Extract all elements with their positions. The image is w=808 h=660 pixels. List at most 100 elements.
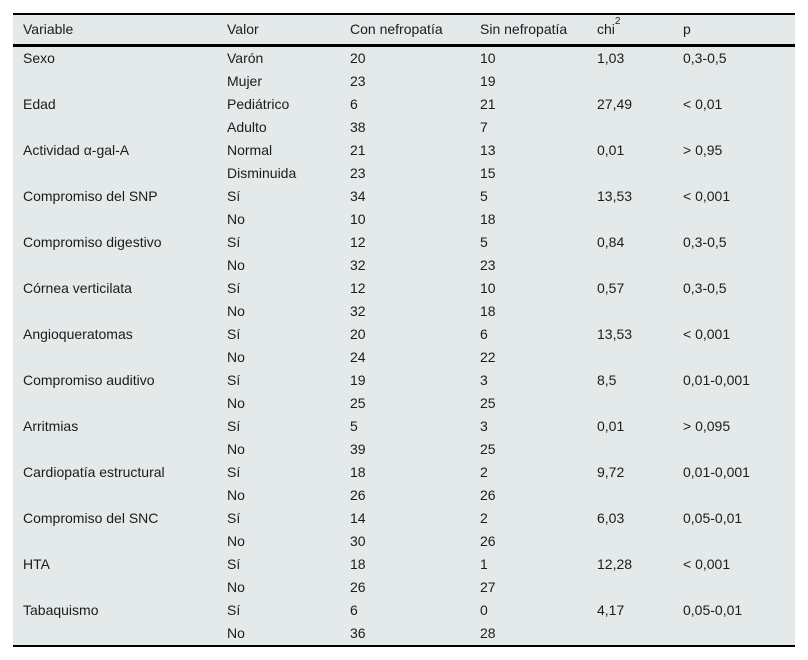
cell-chi-squared <box>597 70 683 93</box>
cell-p-value: 0,05-0,01 <box>683 602 743 618</box>
cell-p-value: > 0,095 <box>683 418 731 434</box>
cell-sin-nefropatia: 7 <box>480 119 488 135</box>
cell-p-value <box>683 254 795 277</box>
cell-con-nefropatia: 14 <box>350 510 366 526</box>
col-header-con-nefropatia: Con nefropatía <box>350 14 480 47</box>
cell-con-nefropatia: 26 <box>350 579 366 595</box>
cell-chi-squared: 12,28 <box>597 556 633 572</box>
cell-con-nefropatia: 10 <box>350 211 366 227</box>
table-row: No 32 23 <box>13 254 795 277</box>
cell-p-value <box>683 70 795 93</box>
cell-con-nefropatia: 25 <box>350 395 366 411</box>
cell-variable: Compromiso del SNC <box>23 510 159 526</box>
cell-variable: Cardiopatía estructural <box>23 464 165 480</box>
cell-variable: Angioqueratomas <box>23 326 133 342</box>
cell-con-nefropatia: 34 <box>350 188 366 204</box>
table-row: No 26 27 <box>13 576 795 599</box>
cell-valor: No <box>227 625 245 641</box>
table-row: Córnea verticilata Sí 12 10 0,57 0,3-0,5 <box>13 277 795 300</box>
cell-variable: Compromiso del SNP <box>23 188 158 204</box>
table-row: Mujer 23 19 <box>13 70 795 93</box>
table-row: No 36 28 <box>13 622 795 646</box>
cell-p-value: 0,3-0,5 <box>683 234 727 250</box>
cell-sin-nefropatia: 2 <box>480 464 488 480</box>
cell-variable <box>13 484 227 507</box>
cell-con-nefropatia: 24 <box>350 349 366 365</box>
cell-sin-nefropatia: 5 <box>480 234 488 250</box>
statistics-table-container: Variable Valor Con nefropatía Sin nefrop… <box>13 13 795 647</box>
cell-variable <box>13 438 227 461</box>
table-row: Tabaquismo Sí 6 0 4,17 0,05-0,01 <box>13 599 795 622</box>
cell-chi-squared: 6,03 <box>597 510 625 526</box>
cell-variable <box>13 576 227 599</box>
cell-variable <box>13 254 227 277</box>
chi-label: chi <box>597 21 615 37</box>
table-row: Compromiso auditivo Sí 19 3 8,5 0,01-0,0… <box>13 369 795 392</box>
cell-variable <box>13 162 227 185</box>
table-row: Compromiso del SNP Sí 34 5 13,53 < 0,001 <box>13 185 795 208</box>
chi-superscript: 2 <box>614 16 621 28</box>
cell-p-value: 0,05-0,01 <box>683 510 743 526</box>
cell-sin-nefropatia: 15 <box>480 165 496 181</box>
cell-sin-nefropatia: 6 <box>480 326 488 342</box>
cell-con-nefropatia: 18 <box>350 556 366 572</box>
cell-valor: Sí <box>227 510 241 526</box>
nephropathy-statistics-table: Variable Valor Con nefropatía Sin nefrop… <box>13 13 795 647</box>
cell-sin-nefropatia: 28 <box>480 625 496 641</box>
cell-chi-squared <box>597 438 683 461</box>
table-row: Arritmias Sí 5 3 0,01 > 0,095 <box>13 415 795 438</box>
cell-valor: No <box>227 211 245 227</box>
cell-con-nefropatia: 30 <box>350 533 366 549</box>
cell-chi-squared: 0,84 <box>597 234 625 250</box>
cell-con-nefropatia: 5 <box>350 418 358 434</box>
cell-con-nefropatia: 36 <box>350 625 366 641</box>
cell-sin-nefropatia: 21 <box>480 96 496 112</box>
cell-sin-nefropatia: 22 <box>480 349 496 365</box>
table-row: Adulto 38 7 <box>13 116 795 139</box>
cell-valor: No <box>227 487 245 503</box>
cell-con-nefropatia: 20 <box>350 326 366 342</box>
cell-sin-nefropatia: 18 <box>480 303 496 319</box>
cell-variable: Sexo <box>23 50 55 66</box>
cell-valor: No <box>227 349 245 365</box>
cell-sin-nefropatia: 2 <box>480 510 488 526</box>
cell-con-nefropatia: 12 <box>350 280 366 296</box>
cell-p-value: 0,01-0,001 <box>683 372 750 388</box>
cell-chi-squared <box>597 116 683 139</box>
cell-variable <box>13 346 227 369</box>
cell-chi-squared <box>597 162 683 185</box>
cell-chi-squared: 27,49 <box>597 96 633 112</box>
cell-valor: No <box>227 303 245 319</box>
col-header-valor: Valor <box>227 14 350 47</box>
cell-chi-squared: 0,01 <box>597 418 625 434</box>
cell-variable: Actividad α-gal-A <box>23 142 130 158</box>
table-row: No 39 25 <box>13 438 795 461</box>
cell-sin-nefropatia: 1 <box>480 556 488 572</box>
table-row: No 25 25 <box>13 392 795 415</box>
cell-sin-nefropatia: 25 <box>480 395 496 411</box>
table-row: Angioqueratomas Sí 20 6 13,53 < 0,001 <box>13 323 795 346</box>
cell-p-value <box>683 162 795 185</box>
col-header-variable: Variable <box>13 14 227 47</box>
cell-p-value: < 0,001 <box>683 556 731 572</box>
cell-p-value: < 0,01 <box>683 96 723 112</box>
col-header-chi-squared: chi2 <box>597 14 683 47</box>
table-row: HTA Sí 18 1 12,28 < 0,001 <box>13 553 795 576</box>
cell-sin-nefropatia: 10 <box>480 280 496 296</box>
cell-chi-squared <box>597 300 683 323</box>
cell-p-value <box>683 208 795 231</box>
cell-valor: Pediátrico <box>227 96 290 112</box>
cell-valor: No <box>227 533 245 549</box>
table-header: Variable Valor Con nefropatía Sin nefrop… <box>13 14 795 47</box>
cell-valor: Sí <box>227 234 241 250</box>
cell-variable: Córnea verticilata <box>23 280 132 296</box>
cell-chi-squared <box>597 208 683 231</box>
cell-sin-nefropatia: 10 <box>480 50 496 66</box>
cell-p-value <box>683 438 795 461</box>
cell-valor: Sí <box>227 326 241 342</box>
cell-variable <box>13 530 227 553</box>
cell-valor: Sí <box>227 188 241 204</box>
cell-p-value <box>683 346 795 369</box>
col-header-sin-nefropatia: Sin nefropatía <box>480 14 597 47</box>
cell-con-nefropatia: 32 <box>350 257 366 273</box>
